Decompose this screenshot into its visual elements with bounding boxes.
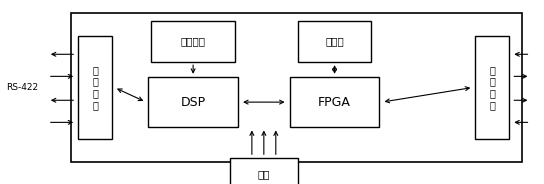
Bar (475, 36, 509, 139)
Bar (151, 21, 235, 62)
Bar (298, 21, 371, 62)
Bar (71, 13, 522, 162)
Text: 接
口
电
路: 接 口 电 路 (92, 65, 98, 110)
Text: 电源: 电源 (258, 169, 270, 179)
Bar (148, 77, 238, 127)
Bar (289, 77, 380, 127)
Text: 驱
动
电
路: 驱 动 电 路 (490, 65, 495, 110)
Text: DSP: DSP (181, 96, 206, 109)
Bar (78, 36, 112, 139)
Text: RS-422: RS-422 (7, 83, 39, 92)
Text: 复位电路: 复位电路 (181, 36, 206, 46)
Bar (230, 158, 298, 184)
Text: 存储器: 存储器 (325, 36, 344, 46)
Text: FPGA: FPGA (318, 96, 351, 109)
